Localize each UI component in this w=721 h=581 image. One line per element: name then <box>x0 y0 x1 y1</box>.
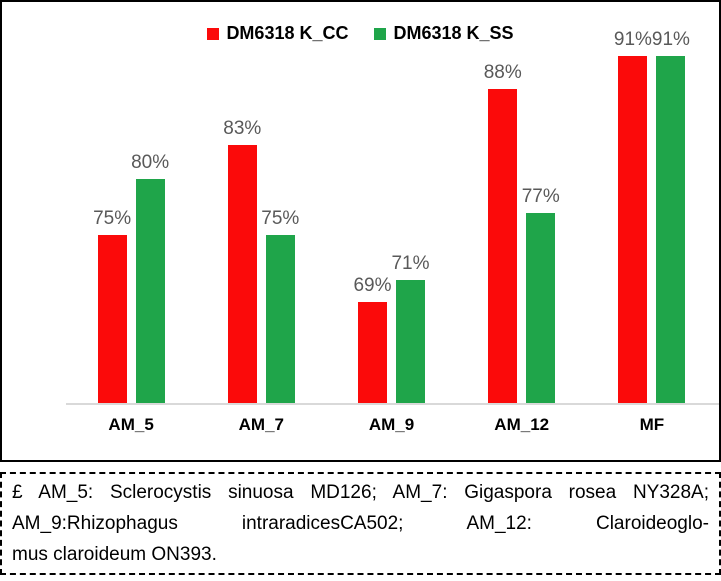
x-axis-line <box>66 403 719 405</box>
footnote-line-2: AM_9:Rhizophagus intraradicesCA502; AM_1… <box>12 513 709 534</box>
bar-chart-panel: DM6318 K_CC DM6318 K_SS 75% 80% 83% 75% 69% 7… <box>0 0 721 462</box>
chart-legend: DM6318 K_CC DM6318 K_SS <box>2 23 719 44</box>
x-axis-label-AM_12: AM_12 <box>494 415 550 434</box>
bar-value-label-AM_7: 75% <box>261 208 300 229</box>
bar-group-AM_5: 75% 80% <box>66 22 196 403</box>
legend-item-k-cc: DM6318 K_CC <box>207 23 348 44</box>
x-axis-label-MF: MF <box>639 415 665 434</box>
bar-value-label-AM_12: 88% <box>483 62 522 84</box>
bar-value-label-MF: 91% <box>613 28 652 50</box>
bar-DM6318-K_SS-AM_9: 71% <box>391 253 430 403</box>
bar-DM6318-K_CC-AM_9: 69% <box>353 275 392 403</box>
legend-label-k-cc: DM6318 K_CC <box>226 23 349 43</box>
bar-value-label-AM_7: 83% <box>223 118 262 140</box>
bar-value-label-AM_9: 71% <box>391 252 430 274</box>
bar-value-label-AM_12: 77% <box>521 185 560 207</box>
bar-DM6318-K_SS-AM_7: 75% <box>261 208 299 403</box>
x-axis-label-AM_9: AM_9 <box>368 415 415 434</box>
legend-swatch-red-icon <box>207 27 220 40</box>
bar-value-label-AM_5: 80% <box>131 152 170 173</box>
bar-DM6318-K_SS-AM_5: 80% <box>131 152 169 403</box>
bar-DM6318-K_CC-AM_5: 75% <box>93 208 131 403</box>
bar-group-MF: 91% 91% <box>587 22 717 403</box>
legend-swatch-green-icon <box>374 27 387 40</box>
x-axis-labels: AM_5 AM_7 AM_9 AM_12 MF <box>66 415 717 435</box>
bar-value-label-MF: 91% <box>651 28 690 50</box>
bar-group-AM_7: 83% 75% <box>196 22 326 403</box>
x-axis-label-AM_7: AM_7 <box>238 415 284 434</box>
x-axis-label-AM_5: AM_5 <box>108 415 154 434</box>
bar-DM6318-K_CC-AM_12: 88% <box>484 62 522 403</box>
bar-DM6318-K_SS-MF: 91% <box>652 29 690 403</box>
bar-value-label-AM_5: 75% <box>93 208 132 229</box>
footnote-line-3: mus claroideum ON393. <box>12 544 217 565</box>
bar-value-label-AM_9: 69% <box>353 275 392 297</box>
bar-group-AM_12: 88% 77% <box>457 22 587 403</box>
bar-DM6318-K_SS-AM_12: 77% <box>522 186 560 403</box>
bar-DM6318-K_CC-MF: 91% <box>614 29 652 403</box>
footnote-box: £ AM_5: Sclerocystis sinuosa MD126; AM_7… <box>0 472 721 575</box>
legend-label-k-ss: DM6318 K_SS <box>393 23 514 43</box>
bar-group-AM_9: 69% 71% <box>326 22 456 403</box>
plot-area: 75% 80% 83% 75% 69% 71% 88% 77% 91% 91% <box>66 22 717 403</box>
legend-item-k-ss: DM6318 K_SS <box>374 23 514 44</box>
bar-DM6318-K_CC-AM_7: 83% <box>223 118 261 403</box>
footnote-line-1: £ AM_5: Sclerocystis sinuosa MD126; AM_7… <box>12 482 709 503</box>
